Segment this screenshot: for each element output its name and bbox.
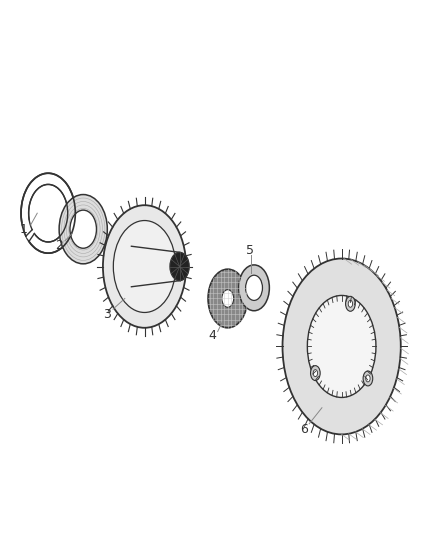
Text: 3: 3	[103, 308, 111, 321]
Ellipse shape	[346, 296, 355, 311]
Ellipse shape	[59, 195, 107, 264]
Ellipse shape	[28, 184, 68, 242]
Ellipse shape	[313, 370, 318, 376]
Text: 1: 1	[20, 223, 28, 236]
Wedge shape	[22, 213, 48, 239]
Ellipse shape	[246, 275, 262, 301]
Ellipse shape	[348, 301, 353, 307]
Text: 5: 5	[246, 244, 254, 257]
Ellipse shape	[283, 259, 401, 434]
Ellipse shape	[239, 265, 269, 311]
Ellipse shape	[113, 221, 176, 312]
Text: 4: 4	[208, 329, 216, 342]
Ellipse shape	[222, 290, 234, 307]
Ellipse shape	[307, 295, 376, 398]
Ellipse shape	[311, 366, 320, 381]
Ellipse shape	[170, 252, 189, 281]
Ellipse shape	[70, 210, 96, 248]
Ellipse shape	[366, 375, 370, 382]
Text: 6: 6	[300, 423, 308, 435]
Text: 2: 2	[55, 239, 63, 252]
Ellipse shape	[208, 269, 247, 328]
Ellipse shape	[103, 205, 186, 328]
Ellipse shape	[363, 371, 373, 386]
